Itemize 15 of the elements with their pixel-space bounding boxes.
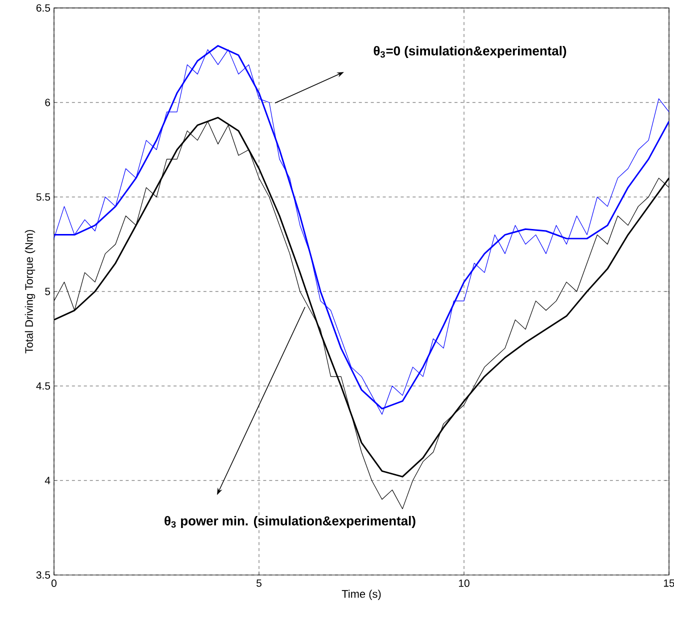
y-tick-label: 6 [45,98,50,106]
text: θ$_{3}$ power min. (simulation&experimental) [164,516,416,528]
y-tick-label: 4 [44,476,50,484]
x-axis-title: Time (s) [342,590,381,600]
text: θ$_{3}$=0 (simulation&experimental) [374,46,566,58]
y-tick-label: 5.5 [36,193,50,201]
x-tick-label: 15 [664,580,674,587]
x-tick-label: 0 [52,580,57,587]
y-tick-label: 3.5 [36,571,50,579]
y-tick-label: 4.5 [36,382,50,390]
x-tick-label: 5 [256,580,262,587]
x-tick-label: 10 [458,580,470,587]
y-tick-label: 5 [45,288,50,296]
y-tick-label: 6.5 [36,4,50,12]
y-axis-title: Total Driving Torque (Nm) [24,230,36,354]
